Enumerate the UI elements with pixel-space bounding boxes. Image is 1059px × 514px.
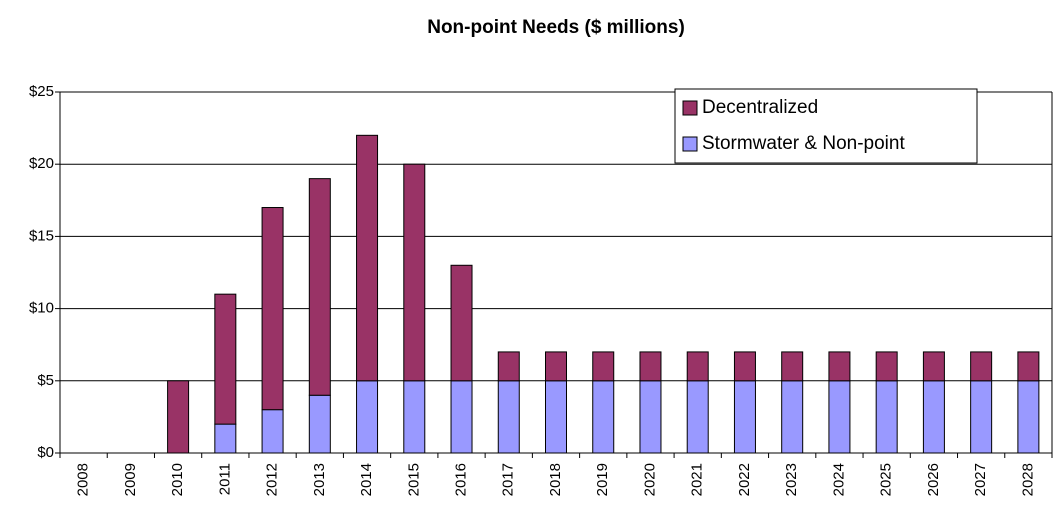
x-tick-label: 2025 <box>878 463 895 496</box>
legend-box <box>674 88 978 164</box>
bar-segment <box>167 380 190 454</box>
x-tick-label: 2010 <box>169 463 186 496</box>
bar-segment <box>1017 351 1040 382</box>
bar-segment <box>261 207 284 411</box>
bar-segment <box>733 351 756 382</box>
chart-title: Non-point Needs ($ millions) <box>427 17 685 38</box>
legend-label: Decentralized <box>702 97 818 118</box>
bar-segment <box>497 380 520 454</box>
bar-segment <box>308 178 331 396</box>
bar-segment <box>828 380 851 454</box>
y-tick-label: $10 <box>29 300 54 317</box>
bar-segment <box>922 380 945 454</box>
x-tick-label: 2008 <box>75 463 92 496</box>
y-tick-label: $25 <box>29 83 54 100</box>
bar-segment <box>403 380 426 454</box>
bar-segment <box>214 423 237 454</box>
bar-segment <box>781 380 804 454</box>
bar-segment <box>308 394 331 454</box>
bar-segment <box>356 380 379 454</box>
bar-segment <box>686 351 709 382</box>
bar-segment <box>639 351 662 382</box>
legend-swatch <box>682 100 698 116</box>
bar-segment <box>545 380 567 454</box>
bar-segment <box>686 380 709 454</box>
bar-segment <box>450 380 473 454</box>
x-tick-label: 2009 <box>122 463 139 496</box>
bar-segment <box>875 351 898 382</box>
bar-segment <box>733 380 756 454</box>
bar-segment <box>497 351 520 382</box>
x-tick-label: 2017 <box>500 463 517 496</box>
x-tick-label: 2023 <box>783 463 800 496</box>
bar-segment <box>1017 380 1040 454</box>
bar-segment <box>875 380 898 454</box>
bar-segment <box>403 163 426 382</box>
bar-segment <box>450 264 473 382</box>
bar-segment <box>639 380 662 454</box>
x-tick-label: 2019 <box>594 463 611 496</box>
x-tick-label: 2014 <box>358 463 375 496</box>
bar-segment <box>922 351 945 382</box>
x-tick-label: 2013 <box>311 463 328 496</box>
bar-segment <box>828 351 851 382</box>
x-tick-label: 2027 <box>972 463 989 496</box>
bar-segment <box>356 134 379 382</box>
legend-label: Stormwater & Non-point <box>702 133 905 154</box>
bar-segment <box>261 409 284 454</box>
x-tick-label: 2011 <box>216 463 233 495</box>
bar-segment <box>214 293 237 425</box>
bar-segment <box>592 380 615 454</box>
x-tick-label: 2015 <box>405 463 422 496</box>
bar-segment <box>970 380 993 454</box>
legend-swatch <box>682 136 698 152</box>
x-tick-label: 2024 <box>830 463 847 496</box>
x-tick-label: 2020 <box>641 463 658 496</box>
x-tick-label: 2026 <box>925 463 942 496</box>
bar-segment <box>545 351 567 382</box>
y-tick-label: $0 <box>37 444 54 461</box>
y-tick-label: $15 <box>29 227 54 244</box>
bar-segment <box>781 351 804 382</box>
y-tick-label: $5 <box>37 372 54 389</box>
x-tick-label: 2028 <box>1019 463 1036 496</box>
x-tick-label: 2021 <box>689 463 706 496</box>
x-tick-label: 2016 <box>452 463 469 496</box>
y-tick-label: $20 <box>29 155 54 172</box>
x-tick-label: 2018 <box>547 463 564 496</box>
x-tick-label: 2022 <box>736 463 753 496</box>
x-tick-label: 2012 <box>264 463 281 496</box>
bar-segment <box>592 351 615 382</box>
bar-segment <box>970 351 993 382</box>
